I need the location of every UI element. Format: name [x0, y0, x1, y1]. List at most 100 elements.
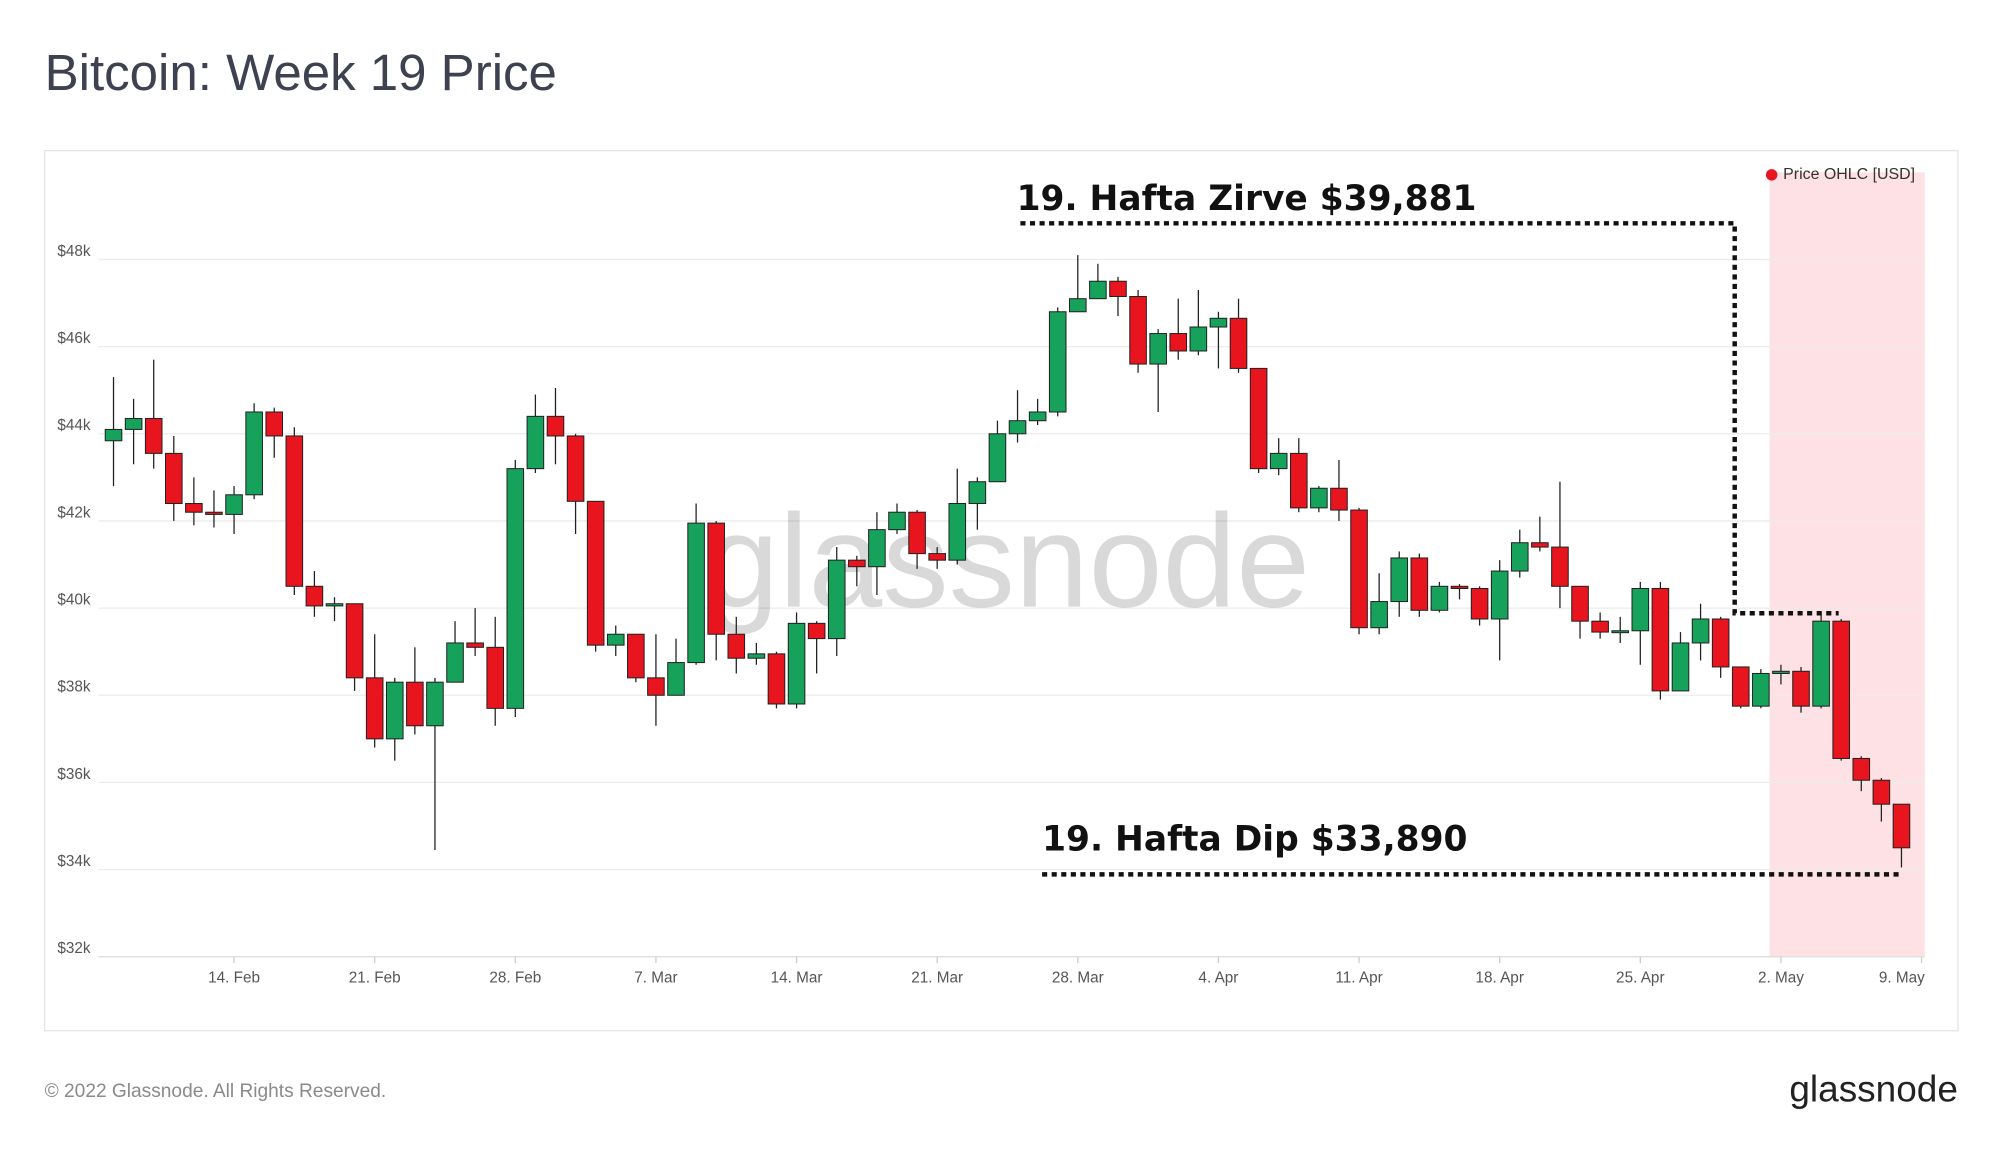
x-tick-label: 2. May [1758, 969, 1804, 986]
candle-body [466, 642, 484, 648]
x-tick-label: 21. Feb [349, 969, 401, 986]
candle-body [908, 511, 926, 555]
candle-body [1571, 585, 1589, 622]
candle-body [727, 633, 746, 659]
candle-body [1470, 587, 1489, 620]
x-tick-label: 14. Mar [771, 969, 823, 986]
candle-body [627, 633, 645, 679]
candle-body [928, 553, 946, 561]
candle-body [225, 494, 243, 515]
x-tick-label: 7. Mar [634, 969, 677, 986]
candle-body [948, 502, 967, 561]
candle-body [1089, 280, 1107, 300]
x-tick-label: 25. Apr [1616, 969, 1664, 986]
candle-body [747, 653, 766, 659]
candle-body [1711, 618, 1730, 668]
candle-body [325, 603, 344, 607]
candle-body [1069, 298, 1087, 313]
candle-body [566, 435, 585, 502]
candle-body [1109, 280, 1127, 298]
candle-body [868, 529, 886, 568]
candle-body [687, 522, 705, 664]
candle-body [245, 411, 263, 496]
x-tick-label: 14. Feb [208, 969, 260, 986]
candle-body [1028, 411, 1047, 422]
candle-body [1772, 670, 1790, 674]
candle-body [1691, 618, 1710, 644]
candle-body [1169, 333, 1188, 352]
candle-body [827, 559, 846, 640]
candle-body [1430, 585, 1449, 611]
candle-body [667, 662, 685, 696]
y-tick-label: $34k [57, 853, 91, 870]
candle-body [1370, 601, 1388, 629]
chart-frame [44, 149, 1959, 1032]
candle-body [385, 681, 404, 740]
candle-body [767, 653, 786, 705]
candle-body [1531, 542, 1549, 548]
candle-body [1812, 620, 1830, 707]
candle-body [848, 559, 866, 568]
candle-body [968, 481, 987, 505]
candle-body [426, 681, 444, 727]
candle-body [606, 633, 625, 646]
candle-body [1249, 367, 1268, 470]
y-tick-label: $46k [57, 330, 91, 347]
candle-body [1651, 587, 1670, 692]
candle-body [265, 411, 284, 437]
x-tick-label: 18. Apr [1475, 969, 1523, 986]
candle-body [1852, 757, 1871, 781]
candle-body [1310, 487, 1328, 509]
candle-body [1330, 487, 1348, 511]
candle-body [1390, 557, 1409, 603]
candle-body [305, 585, 324, 607]
candle-body [807, 622, 826, 640]
candle-body [205, 511, 223, 515]
x-tick-label: 4. Apr [1198, 969, 1238, 986]
candle-body [285, 435, 304, 587]
candle-body [546, 415, 565, 437]
y-tick-label: $42k [57, 504, 91, 521]
candle-body [446, 642, 464, 683]
candle-body [406, 681, 424, 727]
candle-body [144, 418, 163, 454]
y-tick-label: $48k [57, 243, 91, 260]
candle-body [586, 500, 605, 646]
candle-body [1611, 630, 1630, 634]
annotation-label: 19. Hafta Zirve $39,881 [1017, 179, 1477, 219]
candle-body [365, 677, 384, 740]
candle-body [1129, 295, 1147, 365]
candle-body [1752, 672, 1770, 707]
candle-body [1229, 317, 1248, 369]
candle-body [104, 428, 123, 442]
candle-body [1209, 317, 1228, 328]
candle-body [1189, 326, 1208, 352]
logo: glassnode [1789, 1069, 1958, 1110]
candle-body [1832, 620, 1850, 759]
candle-body [124, 418, 143, 430]
y-tick-label: $32k [57, 940, 91, 957]
candle-body [486, 646, 505, 709]
candle-body [1872, 779, 1891, 805]
candle-body [1892, 803, 1911, 849]
candle-body [506, 468, 525, 709]
candle-body [647, 677, 665, 696]
candle-body [1671, 642, 1690, 692]
x-tick-label: 28. Feb [489, 969, 541, 986]
y-tick-label: $40k [57, 591, 91, 608]
candle-body [1410, 557, 1429, 611]
legend-marker [1765, 169, 1778, 181]
x-tick-label: 9. May [1879, 969, 1925, 986]
chart-title: Bitcoin: Week 19 Price [45, 44, 557, 101]
candle-body [345, 603, 364, 679]
candle-body [526, 415, 545, 470]
x-tick-label: 11. Apr [1335, 969, 1382, 986]
candle-body [164, 452, 183, 505]
candle-body [1289, 452, 1308, 509]
candle-body [1490, 570, 1509, 620]
candle-body [185, 502, 203, 513]
x-tick-label: 28. Mar [1052, 969, 1104, 986]
watermark: glassnode [705, 488, 1310, 636]
